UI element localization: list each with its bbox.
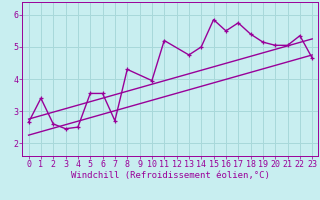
X-axis label: Windchill (Refroidissement éolien,°C): Windchill (Refroidissement éolien,°C) — [71, 171, 270, 180]
